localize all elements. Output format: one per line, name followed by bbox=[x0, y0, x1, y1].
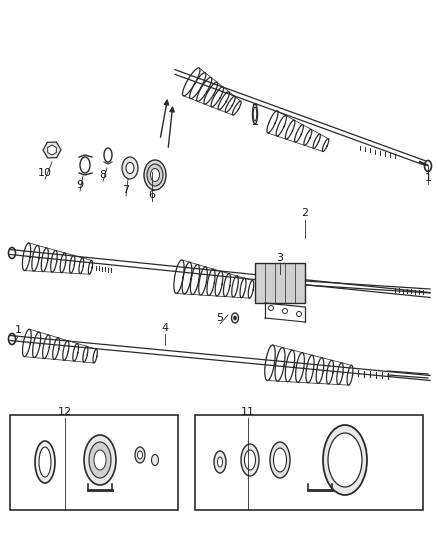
Bar bbox=[195, 415, 423, 510]
Ellipse shape bbox=[323, 425, 367, 495]
Ellipse shape bbox=[297, 311, 301, 317]
Ellipse shape bbox=[84, 435, 116, 485]
Ellipse shape bbox=[214, 451, 226, 473]
Text: 6: 6 bbox=[148, 190, 155, 200]
Ellipse shape bbox=[138, 451, 142, 459]
Text: 3: 3 bbox=[276, 253, 283, 263]
Bar bbox=[10, 415, 178, 510]
Text: 4: 4 bbox=[162, 323, 169, 333]
Ellipse shape bbox=[273, 448, 286, 472]
Text: 1: 1 bbox=[424, 173, 431, 183]
Text: 11: 11 bbox=[241, 407, 255, 417]
Ellipse shape bbox=[151, 168, 159, 182]
Text: 9: 9 bbox=[77, 180, 84, 190]
Ellipse shape bbox=[147, 164, 163, 186]
Ellipse shape bbox=[283, 309, 287, 313]
Ellipse shape bbox=[218, 457, 223, 467]
Text: 8: 8 bbox=[99, 170, 106, 180]
Bar bbox=[255, 263, 305, 303]
Text: 10: 10 bbox=[38, 168, 52, 178]
Ellipse shape bbox=[328, 433, 362, 487]
Text: 12: 12 bbox=[58, 407, 72, 417]
Ellipse shape bbox=[39, 447, 51, 477]
Ellipse shape bbox=[152, 455, 159, 465]
Text: 2: 2 bbox=[301, 208, 308, 218]
Ellipse shape bbox=[270, 442, 290, 478]
Ellipse shape bbox=[241, 444, 259, 476]
Ellipse shape bbox=[122, 157, 138, 179]
Text: 7: 7 bbox=[123, 185, 130, 195]
Ellipse shape bbox=[144, 160, 166, 190]
Text: 5: 5 bbox=[216, 313, 223, 323]
Ellipse shape bbox=[233, 316, 237, 320]
Ellipse shape bbox=[89, 442, 111, 478]
Ellipse shape bbox=[94, 450, 106, 470]
Ellipse shape bbox=[135, 447, 145, 463]
Ellipse shape bbox=[268, 305, 273, 311]
Ellipse shape bbox=[126, 163, 134, 174]
Text: 1: 1 bbox=[14, 325, 21, 335]
Ellipse shape bbox=[244, 450, 255, 470]
Ellipse shape bbox=[35, 441, 55, 483]
